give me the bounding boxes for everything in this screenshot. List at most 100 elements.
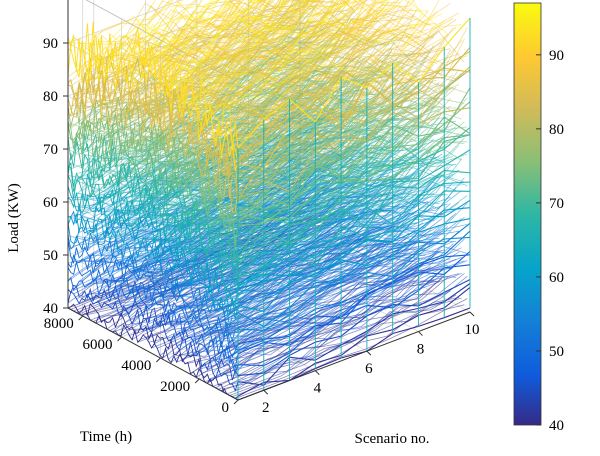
z-axis-ticks: 405060708090100	[43, 0, 69, 317]
mesh-line	[229, 256, 462, 357]
mesh-line	[224, 294, 457, 389]
mesh-line	[209, 51, 443, 157]
mesh-line	[81, 0, 245, 82]
time-tick-mark	[233, 399, 239, 405]
z-tick-label: 40	[43, 301, 58, 317]
scenario-tick-label: 6	[365, 361, 373, 377]
colorbar-tick-label: 50	[549, 344, 564, 360]
mesh-line	[67, 102, 239, 223]
mesh-line	[223, 120, 457, 237]
mesh-line	[123, 0, 285, 61]
mesh-line	[207, 0, 440, 103]
mesh-line	[67, 213, 239, 319]
mesh-line	[212, 274, 446, 387]
colorbar-tick-label: 70	[549, 196, 564, 212]
mesh-line	[120, 0, 241, 61]
mesh-line	[67, 183, 239, 296]
mesh-line	[234, 195, 468, 307]
mesh-line	[237, 199, 471, 295]
y-axis-title: Time (h)	[80, 429, 132, 445]
mesh-line	[212, 136, 446, 257]
time-tick-label: 2000	[160, 379, 190, 395]
colorbar-tick-label: 60	[549, 270, 564, 286]
mesh-line	[201, 24, 434, 144]
mesh-line	[209, 171, 443, 279]
mesh-line	[195, 10, 429, 108]
mesh-line	[221, 173, 454, 269]
colorbar-tick-label: 40	[549, 418, 564, 434]
mesh-line	[235, 298, 468, 399]
mesh-line	[215, 276, 448, 389]
mesh-line	[223, 163, 457, 269]
mesh-line	[117, 0, 231, 77]
mesh-line	[176, 0, 364, 83]
mesh-line	[237, 286, 471, 397]
mesh-line	[226, 273, 459, 376]
mesh-line	[237, 181, 471, 288]
colorbar-tick-label: 90	[549, 48, 564, 64]
mesh-line	[67, 302, 239, 400]
mesh-line	[67, 133, 239, 261]
scenario-tick-mark	[418, 331, 423, 336]
mesh-line	[67, 0, 250, 78]
mesh-line	[232, 273, 465, 385]
mesh-line	[229, 158, 462, 270]
mesh-line	[215, 12, 448, 120]
mesh-line	[207, 201, 440, 308]
time-tick-label: 4000	[121, 358, 151, 374]
mesh-line	[237, 230, 471, 351]
mesh-line	[207, 82, 440, 186]
time-axis-ticks: 0 2000 4000 6000 8000	[44, 307, 239, 416]
mesh-line	[237, 133, 471, 226]
mesh-line	[76, 0, 173, 69]
mesh-line	[221, 74, 454, 189]
scenario-tick-label: 8	[417, 342, 425, 358]
mesh-line	[190, 5, 423, 126]
mesh-line	[224, 212, 457, 312]
mesh-line	[67, 21, 239, 151]
x-axis-title: Scenario no.	[355, 431, 430, 447]
mesh-line	[235, 202, 468, 320]
mesh-line	[151, 0, 309, 53]
time-tick-mark	[78, 315, 84, 321]
mesh-line	[209, 278, 443, 380]
colorbar-ticks: 40 50 60 70 80 90	[536, 48, 564, 434]
mesh-line	[129, 0, 265, 63]
mesh-line	[218, 49, 451, 155]
mesh-line	[159, 0, 290, 84]
mesh-line	[232, 260, 465, 365]
mesh-line	[170, 0, 301, 82]
mesh-line	[235, 97, 468, 193]
mesh-line	[237, 218, 471, 313]
mesh-line	[226, 145, 460, 245]
mesh-line	[159, 0, 338, 113]
z-tick-label: 50	[43, 248, 58, 264]
time-tick-label: 8000	[44, 316, 74, 332]
mesh-line	[237, 236, 471, 331]
mesh-line	[232, 30, 465, 143]
mesh-line	[237, 149, 471, 277]
mesh-line	[218, 2, 451, 121]
mesh-line	[95, 0, 233, 35]
mesh-line	[148, 0, 365, 94]
mesh-line	[134, 0, 231, 48]
mesh-line	[237, 222, 471, 328]
mesh-line	[237, 264, 471, 367]
mesh-line	[134, 72, 368, 195]
colorbar: 40 50 60 70 80 90	[513, 2, 564, 434]
mesh-line	[137, 97, 370, 215]
mesh-line	[237, 101, 471, 224]
time-tick-label: 0	[222, 400, 230, 416]
mesh-line	[237, 134, 471, 266]
mesh-line	[67, 232, 239, 343]
mesh-line	[201, 0, 416, 130]
mesh-line	[67, 118, 239, 228]
mesh-line	[67, 123, 239, 246]
mesh-line	[106, 0, 262, 59]
mesh-line	[226, 107, 459, 223]
time-tick-label: 6000	[83, 337, 113, 353]
mesh-line	[131, 0, 315, 86]
mesh-surface	[67, 0, 471, 401]
